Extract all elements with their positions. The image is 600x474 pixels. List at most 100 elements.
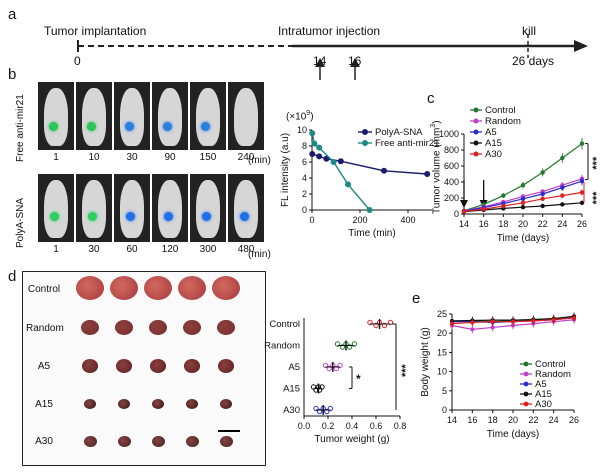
fl-legend-marker <box>362 140 368 146</box>
wt-data-point <box>334 341 341 347</box>
mouse-body <box>44 88 68 146</box>
fl-data-point <box>366 207 373 213</box>
time-label: 90 <box>164 152 176 163</box>
tumor-specimen <box>118 399 130 410</box>
wt-data-point <box>373 322 379 329</box>
mouse-image <box>114 82 150 150</box>
wt-category-label: Control <box>269 319 300 330</box>
fl-data-point <box>323 155 330 162</box>
wt-x-tick-label: 0.4 <box>346 421 359 431</box>
wt-x-tick-label: 0.8 <box>394 421 407 431</box>
vol-y-tick-label: 800 <box>444 145 459 155</box>
vol-xlabel: Time (days) <box>497 233 549 244</box>
tumor-specimen <box>115 320 133 336</box>
tumor-specimen <box>83 435 97 447</box>
wt-category-label: A15 <box>283 384 300 395</box>
vol-y-tick-label: 1000 <box>439 129 459 139</box>
timeline-injection-label: Intratumor injection <box>278 24 381 38</box>
bw-data-point <box>490 319 495 324</box>
wt-data-point <box>337 362 343 369</box>
tumor-row-label: Control <box>27 284 61 295</box>
fl-data-point <box>311 140 318 147</box>
mouse-body <box>158 88 182 146</box>
bw-legend-label: A30 <box>535 399 552 410</box>
fl-intensity-chart: 0 2 4 6 8 10 0 200 400 Time (min) FL intensity (a.… <box>280 125 439 239</box>
fl-y-tick-label: 2 <box>302 189 307 199</box>
bw-data-point <box>490 325 495 330</box>
bw-x-tick-label: 22 <box>528 415 538 425</box>
time-label: 30 <box>88 244 100 255</box>
wt-data-point <box>313 405 319 412</box>
fl-data-point <box>345 181 351 188</box>
vol-data-point <box>579 141 585 146</box>
tumor-specimen <box>217 320 235 336</box>
mouse-body <box>82 88 106 146</box>
fl-legend-label: PolyA-SNA <box>375 127 423 138</box>
mouse-body <box>234 180 258 238</box>
wt-category-label: A5 <box>288 362 300 373</box>
bw-x-tick-label: 14 <box>447 415 457 425</box>
fl-y-tick-label: 8 <box>302 141 307 151</box>
scale-bar <box>218 430 240 432</box>
fluorescence-signal <box>125 122 134 131</box>
body-weight-chart: 0 5 10 15 20 25 14 16 18 20 22 24 26 Time (days) Body … <box>420 309 579 440</box>
wt-data-point <box>367 319 373 326</box>
vol-data-point <box>540 170 545 175</box>
wt-x-tick-label: 0.6 <box>370 421 383 431</box>
vol-data-point <box>461 209 467 214</box>
wt-data-point <box>351 341 358 347</box>
timeline-t16: 16 <box>348 54 362 68</box>
vol-legend-marker <box>473 140 479 146</box>
tumor-specimen <box>110 276 138 300</box>
fl-x-tick-label: 0 <box>309 215 314 225</box>
tumor-specimen <box>151 435 165 447</box>
bw-legend-marker <box>523 361 529 367</box>
wt-data-point <box>326 365 332 372</box>
wt-x-tick-label: 0.2 <box>322 421 335 431</box>
vol-data-point <box>540 203 545 209</box>
fluorescence-signal <box>202 212 211 221</box>
tumor-specimen <box>150 359 166 373</box>
fl-series-line <box>311 133 371 211</box>
bw-data-point <box>511 319 515 324</box>
fluorescence-signal <box>50 212 59 221</box>
tumor-row-label: A30 <box>35 436 53 447</box>
vol-data-point <box>560 202 565 207</box>
tumor-specimen <box>116 359 132 373</box>
mouse-image <box>190 174 226 242</box>
vol-legend-label: Random <box>485 116 521 127</box>
fluorescence-signal <box>88 212 97 221</box>
wt-sig-small-label: * <box>356 372 361 386</box>
fluorescence-signal <box>126 212 135 221</box>
wt-category-label: Random <box>264 341 300 352</box>
vol-ylabel: Tumor volume (mm3) <box>430 120 443 214</box>
mouse-body <box>196 180 220 238</box>
bw-y-tick-label: 20 <box>437 328 447 338</box>
mouse-image <box>38 174 74 242</box>
fl-y-tick-label: 10 <box>297 125 307 135</box>
fl-data-point <box>309 130 316 137</box>
tumor-specimen <box>183 320 201 336</box>
mouse-body <box>82 180 106 238</box>
wt-xlabel: Tumor weight (g) <box>314 434 389 445</box>
wt-data-point <box>322 362 329 369</box>
vol-legend-label: A5 <box>485 127 497 138</box>
mouse-image <box>76 174 112 242</box>
tumor-row-label: Random <box>26 323 64 334</box>
vol-data-point <box>520 183 526 188</box>
wt-sig-label: *** <box>400 363 412 377</box>
bw-data-point <box>470 327 475 332</box>
timeline-t26: 26 days <box>512 54 555 68</box>
panel-letter-a: a <box>8 6 17 23</box>
mouse-body <box>120 180 144 238</box>
vol-data-point <box>501 203 506 209</box>
vol-x-tick-label: 14 <box>459 219 469 229</box>
tumor-specimen <box>220 399 232 410</box>
time-label: 1 <box>53 244 59 255</box>
panel-letter-e: e <box>412 290 421 307</box>
vol-x-tick-label: 26 <box>577 219 587 229</box>
tumor-specimen <box>152 399 164 410</box>
mouse-image <box>38 82 74 150</box>
timeline-t14: 14 <box>313 54 327 68</box>
fl-data-point <box>316 144 323 151</box>
